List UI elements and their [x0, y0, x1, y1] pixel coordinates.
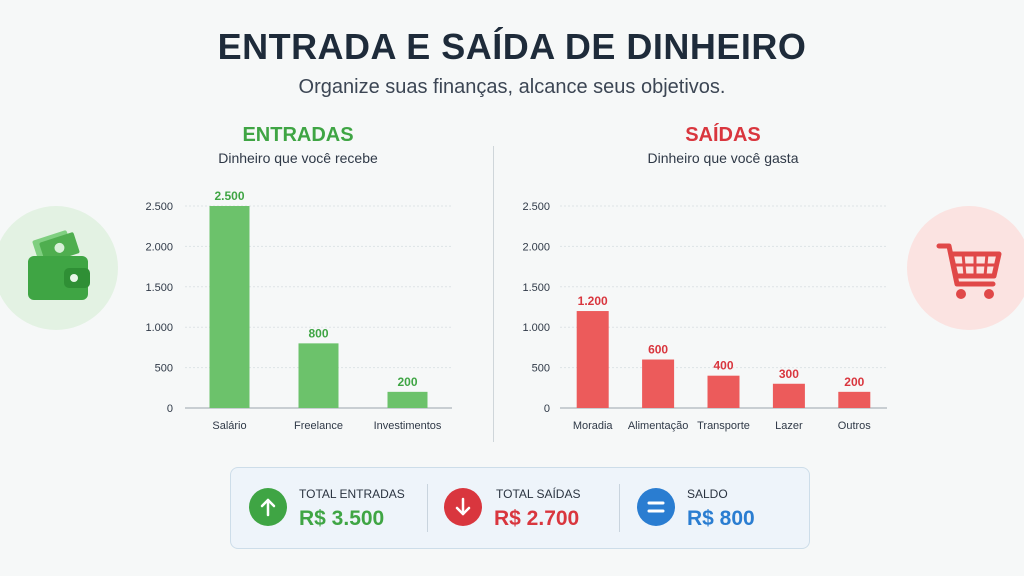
- summary-total-in: TOTAL ENTRADAS R$ 3.500: [249, 468, 419, 548]
- section-divider: [493, 146, 494, 442]
- x-tick-label: Investimentos: [374, 420, 442, 432]
- bar-value-label: 200: [844, 375, 864, 389]
- expenses-title: SAÍDAS: [685, 124, 761, 146]
- wallet-icon: [0, 206, 118, 330]
- income-bar-chart: 0 500 1.000 1.500 2.000 2.500 2.500 Salário 800 F…: [145, 189, 452, 432]
- summary-separator: [427, 484, 428, 532]
- y-tick-label: 1.000: [522, 322, 550, 334]
- summary-panel: TOTAL ENTRADAS R$ 3.500 TOTAL SAÍDAS R$ …: [230, 467, 810, 549]
- bar: [209, 206, 250, 408]
- x-tick-label: Freelance: [294, 420, 343, 432]
- x-tick-label: Alimentação: [628, 420, 689, 432]
- y-tick-label: 0: [544, 403, 550, 415]
- bar: [707, 375, 740, 408]
- balance-label: SALDO: [687, 487, 728, 501]
- arrow-down-icon: [444, 488, 482, 526]
- bar-value-label: 2.500: [214, 189, 244, 203]
- equals-icon: [637, 488, 675, 526]
- income-title: ENTRADAS: [242, 124, 354, 146]
- expenses-bar-chart: 0 500 1.000 1.500 2.000 2.500 1.200 Moradia 600 A…: [522, 201, 887, 432]
- x-tick-label: Moradia: [573, 420, 614, 432]
- total-in-value: R$ 3.500: [299, 507, 385, 530]
- bar-value-label: 1.200: [578, 294, 608, 308]
- x-tick-label: Lazer: [775, 420, 803, 432]
- bar-value-label: 200: [397, 375, 417, 389]
- x-tick-label: Transporte: [697, 420, 750, 432]
- y-tick-label: 500: [532, 363, 550, 375]
- arrow-up-icon: [249, 488, 287, 526]
- y-tick-label: 2.500: [145, 201, 173, 213]
- y-tick-label: 0: [167, 403, 173, 415]
- y-tick-label: 1.000: [145, 322, 173, 334]
- total-out-value: R$ 2.700: [494, 507, 580, 530]
- bar: [838, 391, 871, 408]
- bar: [642, 359, 675, 408]
- y-tick-label: 2.000: [145, 241, 173, 253]
- x-tick-label: Salário: [212, 420, 246, 432]
- expenses-subtitle: Dinheiro que você gasta: [647, 150, 799, 166]
- shopping-cart-icon: [907, 206, 1024, 330]
- bar: [298, 343, 339, 408]
- bar-value-label: 800: [308, 326, 328, 340]
- y-tick-label: 1.500: [145, 282, 173, 294]
- summary-separator: [619, 484, 620, 532]
- summary-balance: SALDO R$ 800: [637, 468, 797, 548]
- balance-value: R$ 800: [687, 507, 755, 530]
- total-out-label: TOTAL SAÍDAS: [496, 487, 581, 501]
- y-tick-label: 1.500: [522, 282, 550, 294]
- bar: [576, 311, 609, 408]
- y-tick-label: 2.000: [522, 241, 550, 253]
- page-title: ENTRADA E SAÍDA DE DINHEIRO: [217, 26, 807, 67]
- total-in-label: TOTAL ENTRADAS: [299, 487, 405, 501]
- y-tick-label: 500: [155, 363, 173, 375]
- income-subtitle: Dinheiro que você recebe: [218, 150, 378, 166]
- bar-value-label: 300: [779, 367, 799, 381]
- bar: [387, 391, 428, 408]
- page-subtitle: Organize suas finanças, alcance seus obj…: [298, 76, 726, 98]
- bar: [772, 383, 805, 408]
- summary-total-out: TOTAL SAÍDAS R$ 2.700: [444, 468, 614, 548]
- bar-value-label: 600: [648, 343, 668, 357]
- bar-value-label: 400: [713, 359, 733, 373]
- x-tick-label: Outros: [838, 420, 872, 432]
- y-tick-label: 2.500: [522, 201, 550, 213]
